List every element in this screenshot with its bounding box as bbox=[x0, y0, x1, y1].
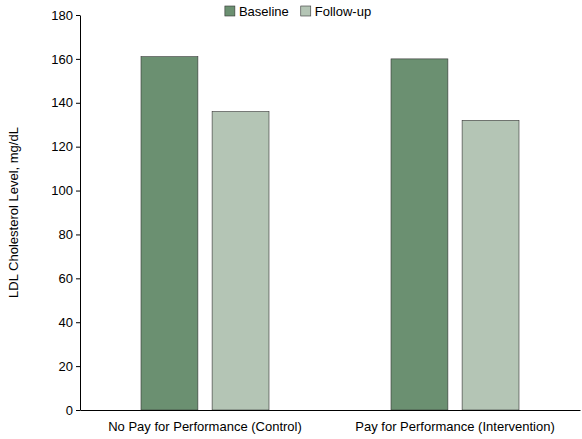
y-tick-label: 40 bbox=[59, 315, 73, 330]
y-tick: 180 bbox=[51, 8, 80, 23]
y-tick-label: 140 bbox=[51, 95, 73, 110]
legend-label: Baseline bbox=[239, 4, 289, 19]
y-tick: 40 bbox=[59, 315, 80, 330]
y-tick: 0 bbox=[66, 403, 80, 418]
x-tick: Pay for Performance (Intervention) bbox=[355, 410, 554, 434]
y-tick-mark bbox=[76, 322, 80, 323]
y-axis-line bbox=[80, 16, 81, 411]
y-tick-label: 100 bbox=[51, 183, 73, 198]
legend-swatch bbox=[301, 6, 311, 16]
legend-item: Follow-up bbox=[301, 4, 371, 19]
y-tick-label: 20 bbox=[59, 359, 73, 374]
y-tick-mark bbox=[76, 410, 80, 411]
y-tick-mark bbox=[76, 59, 80, 60]
legend: Baseline Follow-up bbox=[225, 4, 371, 19]
bar bbox=[141, 57, 198, 410]
y-tick-mark bbox=[76, 234, 80, 235]
y-tick-label: 180 bbox=[51, 8, 73, 23]
x-tick-label: No Pay for Performance (Control) bbox=[108, 419, 302, 434]
bars bbox=[141, 57, 519, 410]
legend-item: Baseline bbox=[225, 4, 289, 19]
bar bbox=[462, 120, 519, 410]
bar bbox=[212, 112, 269, 410]
y-tick: 100 bbox=[51, 183, 80, 198]
y-tick: 160 bbox=[51, 52, 80, 67]
y-tick: 20 bbox=[59, 359, 80, 374]
x-tick-label: Pay for Performance (Intervention) bbox=[355, 419, 554, 434]
y-tick-mark bbox=[76, 15, 80, 16]
y-tick-mark bbox=[76, 366, 80, 367]
y-tick-label: 60 bbox=[59, 271, 73, 286]
chart: 0 20 40 60 80 100 120 140 160 180 No Pay for Perfo… bbox=[0, 0, 582, 439]
legend-label: Follow-up bbox=[315, 4, 371, 19]
y-tick: 120 bbox=[51, 139, 80, 154]
y-tick-mark bbox=[76, 147, 80, 148]
x-axis-line bbox=[81, 410, 581, 411]
bar bbox=[391, 59, 448, 410]
y-tick-label: 160 bbox=[51, 52, 73, 67]
y-tick-label: 120 bbox=[51, 139, 73, 154]
y-tick-mark bbox=[76, 278, 80, 279]
plot: 0 20 40 60 80 100 120 140 160 180 No Pay for Perfo… bbox=[51, 8, 580, 435]
y-tick-mark bbox=[76, 103, 80, 104]
y-tick: 80 bbox=[59, 227, 80, 242]
y-tick-label: 0 bbox=[66, 403, 73, 418]
y-tick-mark bbox=[76, 191, 80, 192]
y-tick: 140 bbox=[51, 95, 80, 110]
x-axis: No Pay for Performance (Control) Pay for … bbox=[81, 410, 581, 434]
y-axis-title: LDL Cholesterol Level, mg/dL bbox=[6, 127, 21, 298]
y-axis: 0 20 40 60 80 100 120 140 160 180 bbox=[51, 8, 80, 418]
y-tick-label: 80 bbox=[59, 227, 73, 242]
y-tick: 60 bbox=[59, 271, 80, 286]
legend-swatch bbox=[225, 6, 235, 16]
x-tick: No Pay for Performance (Control) bbox=[108, 410, 302, 434]
